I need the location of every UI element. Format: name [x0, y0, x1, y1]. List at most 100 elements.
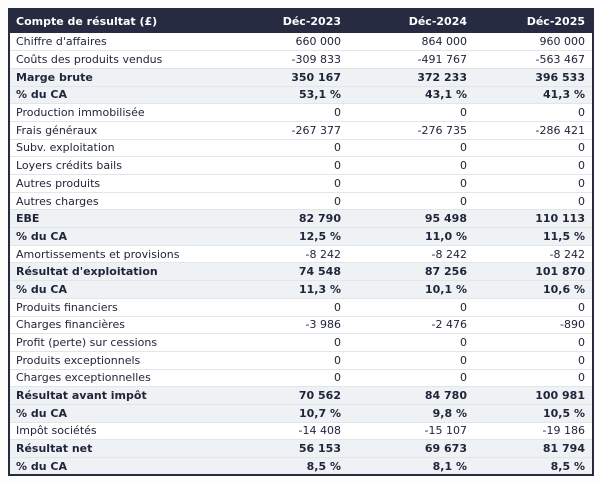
- row-label: % du CA: [9, 403, 222, 423]
- cell-value: 110 113: [474, 209, 593, 228]
- cell-value: 87 256: [348, 262, 474, 281]
- table-row: Marge brute 350 167 372 233 396 533: [9, 67, 593, 87]
- row-label: Impôt sociétés: [9, 421, 222, 440]
- row-label: Loyers crédits bails: [9, 156, 222, 175]
- row-label: EBE: [9, 209, 222, 228]
- cell-value: 0: [348, 350, 474, 370]
- cell-value: 12,5 %: [222, 227, 348, 246]
- table-row: Produits financiers 0 0 0: [9, 297, 593, 316]
- cell-value: 0: [222, 368, 348, 387]
- cell-value: 0: [222, 138, 348, 157]
- row-label: Résultat net: [9, 439, 222, 458]
- row-label: % du CA: [9, 457, 222, 476]
- table-row: Coûts des produits vendus -309 833 -491 76…: [9, 50, 593, 69]
- row-label: Autres charges: [9, 191, 222, 210]
- cell-value: 84 780: [348, 386, 474, 405]
- cell-value: -276 735: [348, 120, 474, 140]
- cell-value: -14 408: [222, 421, 348, 440]
- row-label: Subv. exploitation: [9, 138, 222, 157]
- table-body: Chiffre d'affaires 660 000 864 000 960 000 C…: [9, 33, 593, 476]
- cell-value: 0: [474, 333, 593, 352]
- table-row: % du CA 11,3 % 10,1 % 10,6 %: [9, 280, 593, 299]
- table-row: Autres charges 0 0 0: [9, 191, 593, 210]
- cell-value: 0: [222, 103, 348, 122]
- cell-value: -15 107: [348, 421, 474, 440]
- table-row: % du CA 10,7 % 9,8 % 10,5 %: [9, 403, 593, 423]
- cell-value: 0: [348, 156, 474, 175]
- cell-value: 11,5 %: [474, 227, 593, 246]
- cell-value: 9,8 %: [348, 403, 474, 423]
- cell-value: -309 833: [222, 50, 348, 69]
- row-label: Produits exceptionnels: [9, 350, 222, 370]
- cell-value: 0: [474, 156, 593, 175]
- cell-value: 0: [222, 174, 348, 193]
- cell-value: 0: [222, 156, 348, 175]
- cell-value: 0: [222, 191, 348, 210]
- table-row: Produits exceptionnels 0 0 0: [9, 350, 593, 370]
- cell-value: 56 153: [222, 439, 348, 458]
- cell-value: 74 548: [222, 262, 348, 281]
- row-label: Résultat avant impôt: [9, 386, 222, 405]
- table-header: Compte de résultat (£) Déc-2023 Déc-2024…: [9, 9, 593, 33]
- row-label: % du CA: [9, 280, 222, 299]
- cell-value: 0: [222, 333, 348, 352]
- cell-value: 70 562: [222, 386, 348, 405]
- cell-value: 864 000: [348, 33, 474, 51]
- row-label: Amortissements et provisions: [9, 244, 222, 263]
- table-row: Impôt sociétés -14 408 -15 107 -19 186: [9, 421, 593, 440]
- cell-value: 41,3 %: [474, 85, 593, 104]
- row-label: Résultat d'exploitation: [9, 262, 222, 281]
- cell-value: 0: [474, 103, 593, 122]
- cell-value: 960 000: [474, 33, 593, 51]
- cell-value: -19 186: [474, 421, 593, 440]
- table-row: Charges exceptionnelles 0 0 0: [9, 368, 593, 387]
- row-label: Frais généraux: [9, 120, 222, 140]
- row-label: Charges financières: [9, 315, 222, 334]
- table-row: EBE 82 790 95 498 110 113: [9, 209, 593, 228]
- cell-value: 0: [348, 333, 474, 352]
- cell-value: 10,6 %: [474, 280, 593, 299]
- header-row: Compte de résultat (£) Déc-2023 Déc-2024…: [9, 9, 593, 33]
- cell-value: 0: [474, 191, 593, 210]
- table-row: Résultat net 56 153 69 673 81 794: [9, 439, 593, 458]
- cell-value: -267 377: [222, 120, 348, 140]
- cell-value: 0: [474, 297, 593, 316]
- cell-value: 0: [222, 350, 348, 370]
- row-label: % du CA: [9, 227, 222, 246]
- table-row: % du CA 53,1 % 43,1 % 41,3 %: [9, 85, 593, 104]
- table-row: Production immobilisée 0 0 0: [9, 103, 593, 122]
- cell-value: 8,5 %: [222, 457, 348, 476]
- row-label: Production immobilisée: [9, 103, 222, 122]
- cell-value: 101 870: [474, 262, 593, 281]
- table-row: Amortissements et provisions -8 242 -8 242…: [9, 244, 593, 263]
- cell-value: 350 167: [222, 67, 348, 87]
- cell-value: -8 242: [348, 244, 474, 263]
- cell-value: 0: [474, 350, 593, 370]
- row-label: Marge brute: [9, 67, 222, 87]
- cell-value: -8 242: [474, 244, 593, 263]
- cell-value: 0: [348, 368, 474, 387]
- cell-value: 0: [348, 138, 474, 157]
- cell-value: 0: [474, 174, 593, 193]
- table-row: Autres produits 0 0 0: [9, 174, 593, 193]
- table-row: Frais généraux -267 377 -276 735 -286 421: [9, 120, 593, 140]
- cell-value: -8 242: [222, 244, 348, 263]
- cell-value: -491 767: [348, 50, 474, 69]
- cell-value: 0: [348, 174, 474, 193]
- cell-value: 8,5 %: [474, 457, 593, 476]
- row-label: Autres produits: [9, 174, 222, 193]
- cell-value: 0: [348, 103, 474, 122]
- cell-value: 372 233: [348, 67, 474, 87]
- cell-value: 10,1 %: [348, 280, 474, 299]
- header-col-dec-2024: Déc-2024: [348, 9, 474, 33]
- cell-value: 10,5 %: [474, 403, 593, 423]
- cell-value: 0: [474, 368, 593, 387]
- cell-value: -890: [474, 315, 593, 334]
- row-label: Chiffre d'affaires: [9, 33, 222, 51]
- cell-value: 660 000: [222, 33, 348, 51]
- header-title: Compte de résultat (£): [9, 9, 222, 33]
- cell-value: 8,1 %: [348, 457, 474, 476]
- table-row: Subv. exploitation 0 0 0: [9, 138, 593, 157]
- cell-value: 43,1 %: [348, 85, 474, 104]
